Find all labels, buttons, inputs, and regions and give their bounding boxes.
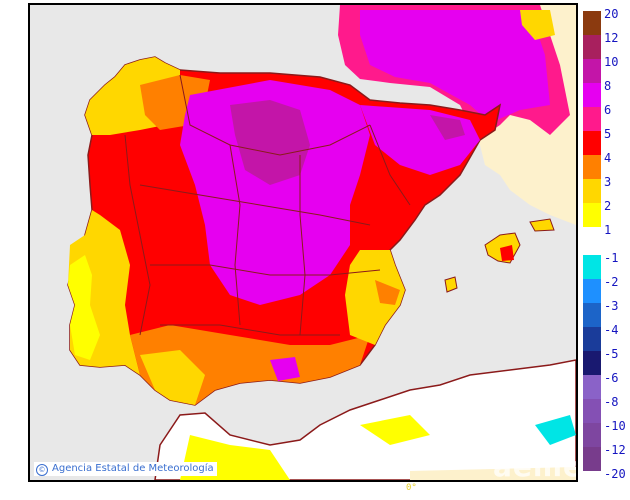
legend-label: -8 bbox=[604, 395, 619, 409]
legend-swatch-3-4 bbox=[583, 155, 601, 179]
legend-label: -3 bbox=[604, 299, 619, 313]
legend-swatch-minus2-minus3 bbox=[583, 279, 601, 303]
africa-yellow-2 bbox=[360, 415, 430, 445]
legend-label: -12 bbox=[604, 443, 626, 457]
legend-swatch-1-2 bbox=[583, 203, 601, 227]
legend-swatch-minus6-minus8 bbox=[583, 375, 601, 399]
legend-swatch-minus10-minus12 bbox=[583, 423, 601, 447]
legend-label: -6 bbox=[604, 371, 619, 385]
ibiza bbox=[444, 276, 458, 293]
legend-swatch-4-5 bbox=[583, 131, 601, 155]
legend-label: 5 bbox=[604, 127, 612, 141]
legend-label: 10 bbox=[604, 55, 619, 69]
province-borders bbox=[124, 74, 411, 336]
legend-label: -10 bbox=[604, 419, 626, 433]
legend-swatch-minus1-minus2 bbox=[583, 255, 601, 279]
color-legend: 20 12 10 8 6 5 4 3 2 1 -1 -2 -3 -4 -5 -6… bbox=[583, 7, 630, 491]
africa-bottom-band bbox=[410, 467, 576, 480]
legend-swatch-minus8-minus10 bbox=[583, 399, 601, 423]
credit-text: © Agencia Estatal de Meteorología bbox=[34, 462, 217, 476]
legend-swatch-6-8 bbox=[583, 83, 601, 107]
legend-swatch-5-6 bbox=[583, 107, 601, 131]
legend-label: 4 bbox=[604, 151, 612, 165]
longitude-label: 0° bbox=[406, 483, 417, 493]
legend-label: -4 bbox=[604, 323, 619, 337]
legend-swatch-minus5-minus6 bbox=[583, 351, 601, 375]
central-plateau-core bbox=[230, 100, 310, 185]
granada-hot bbox=[270, 357, 300, 381]
legend-label: 20 bbox=[604, 7, 619, 21]
east-coast-warm bbox=[345, 250, 405, 345]
legend-label: 8 bbox=[604, 79, 612, 93]
central-plateau-hot bbox=[180, 80, 370, 305]
legend-label: -5 bbox=[604, 347, 619, 361]
legend-swatch-12-20 bbox=[583, 11, 601, 35]
ebro-core bbox=[430, 115, 465, 140]
temperature-anomaly-map[interactable]: © Agencia Estatal de Meteorología aemet bbox=[28, 3, 578, 482]
legend-label: 2 bbox=[604, 199, 612, 213]
legend-swatch-2-3 bbox=[583, 179, 601, 203]
legend-swatch-minus4-minus5 bbox=[583, 327, 601, 351]
africa-cyan bbox=[535, 415, 576, 445]
copyright-icon: © bbox=[36, 464, 48, 476]
mallorca-hot bbox=[500, 245, 514, 261]
legend-label: 12 bbox=[604, 31, 619, 45]
menorca bbox=[529, 218, 555, 232]
legend-label: -20 bbox=[604, 467, 626, 481]
legend-swatch-minus12-minus20 bbox=[583, 447, 601, 471]
west-coast-yellow bbox=[68, 255, 100, 360]
legend-label: 3 bbox=[604, 175, 612, 189]
legend-swatch-minus3-minus4 bbox=[583, 303, 601, 327]
legend-swatch-10-12 bbox=[583, 35, 601, 59]
south-yellow bbox=[140, 350, 205, 405]
east-coast-orange bbox=[375, 280, 400, 305]
france-anomaly-core bbox=[360, 10, 550, 123]
france-anomaly-warm bbox=[520, 10, 555, 40]
legend-label: 1 bbox=[604, 223, 612, 237]
legend-swatch-8-10 bbox=[583, 59, 601, 83]
map-canvas bbox=[67, 5, 576, 480]
legend-label: -2 bbox=[604, 275, 619, 289]
legend-label: -1 bbox=[604, 251, 619, 265]
legend-label: 6 bbox=[604, 103, 612, 117]
aemet-watermark: aemet bbox=[493, 450, 576, 482]
credit-label: Agencia Estatal de Meteorología bbox=[52, 463, 214, 474]
